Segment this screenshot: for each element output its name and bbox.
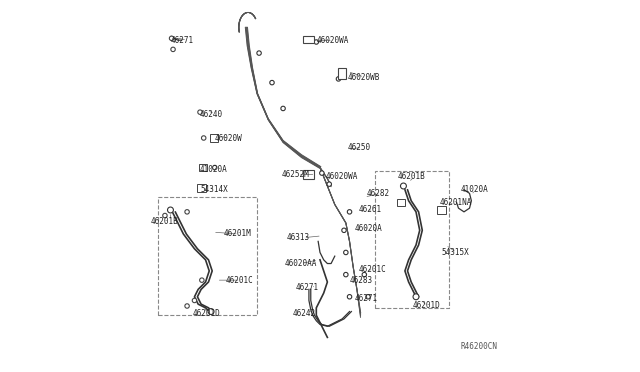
Text: 46020WA: 46020WA — [326, 172, 358, 181]
Bar — [303, 170, 314, 179]
Circle shape — [362, 272, 367, 277]
Circle shape — [257, 51, 261, 55]
Bar — [199, 164, 207, 171]
Text: 46201NA: 46201NA — [440, 198, 472, 207]
Text: 46240: 46240 — [200, 109, 223, 119]
Text: 46261: 46261 — [359, 205, 382, 215]
Text: 46020A: 46020A — [355, 224, 383, 233]
Text: 41020A: 41020A — [200, 165, 228, 174]
Bar — [303, 36, 314, 43]
Circle shape — [208, 309, 214, 314]
Text: 54314X: 54314X — [200, 185, 228, 194]
Circle shape — [212, 165, 217, 170]
Text: 46252M: 46252M — [281, 170, 309, 179]
Text: 46271: 46271 — [355, 294, 378, 303]
Bar — [376, 171, 449, 308]
Circle shape — [168, 207, 173, 213]
Circle shape — [170, 36, 174, 41]
Text: 41020A: 41020A — [460, 185, 488, 194]
Text: 46250: 46250 — [348, 143, 371, 152]
Circle shape — [401, 183, 406, 189]
Text: 46201B: 46201B — [397, 172, 426, 181]
Text: 46313: 46313 — [287, 233, 310, 242]
Circle shape — [348, 210, 352, 214]
Circle shape — [344, 272, 348, 277]
Bar — [157, 197, 257, 315]
Bar — [197, 184, 205, 192]
Text: 46020W: 46020W — [215, 134, 243, 142]
Text: 46271: 46271 — [170, 36, 193, 45]
Circle shape — [314, 40, 319, 44]
Text: 54315X: 54315X — [442, 248, 470, 257]
Bar — [338, 68, 346, 79]
Circle shape — [270, 80, 274, 85]
Text: 46201B: 46201B — [150, 217, 178, 225]
Text: 46201D: 46201D — [193, 309, 220, 318]
Text: 46283: 46283 — [349, 276, 372, 285]
Circle shape — [366, 295, 370, 299]
Circle shape — [163, 213, 167, 218]
Circle shape — [327, 182, 332, 186]
Text: 46201M: 46201M — [224, 230, 252, 238]
Circle shape — [185, 304, 189, 308]
Text: 46271: 46271 — [296, 283, 319, 292]
Bar — [211, 134, 218, 142]
Text: 46020WB: 46020WB — [348, 73, 380, 81]
Text: 46020WA: 46020WA — [316, 36, 349, 45]
Circle shape — [185, 210, 189, 214]
Circle shape — [200, 278, 204, 282]
Text: 46242: 46242 — [292, 309, 316, 318]
Circle shape — [202, 136, 206, 140]
Circle shape — [198, 110, 202, 114]
Circle shape — [413, 294, 419, 300]
Bar — [397, 199, 405, 206]
Circle shape — [336, 77, 340, 81]
Circle shape — [192, 298, 196, 303]
Text: 46020AA: 46020AA — [285, 259, 317, 268]
Circle shape — [171, 47, 175, 52]
Text: 46201D: 46201D — [412, 301, 440, 311]
Circle shape — [319, 171, 324, 175]
Circle shape — [348, 295, 352, 299]
Circle shape — [344, 250, 348, 255]
Text: R46200CN: R46200CN — [460, 342, 497, 351]
Circle shape — [342, 228, 346, 232]
Text: 46282: 46282 — [366, 189, 389, 198]
Circle shape — [281, 106, 285, 111]
Text: 46201C: 46201C — [359, 264, 387, 273]
Bar — [437, 206, 445, 214]
Text: 46201C: 46201C — [226, 276, 253, 285]
